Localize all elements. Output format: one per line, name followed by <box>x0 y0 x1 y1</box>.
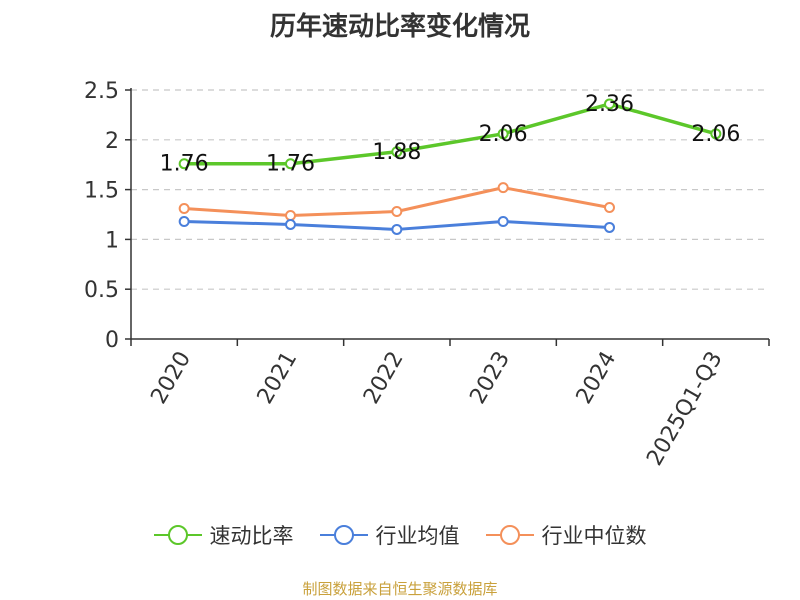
grid-lines <box>131 89 769 290</box>
x-tick-label: 2022 <box>359 347 409 408</box>
x-tick-label: 2021 <box>253 347 303 408</box>
legend-item[interactable]: 速动比率 <box>153 520 294 550</box>
x-tick-label: 2020 <box>146 347 196 408</box>
y-tick-label: 1 <box>105 228 119 253</box>
legend-label: 速动比率 <box>209 524 294 548</box>
data-point[interactable] <box>178 203 190 215</box>
data-point[interactable] <box>391 223 403 235</box>
y-tick-label: 2 <box>105 129 119 154</box>
x-tick-label: 2024 <box>572 347 622 408</box>
legend-label: 行业均值 <box>375 524 460 548</box>
data-point[interactable] <box>285 209 296 221</box>
data-labels: 1.76 1.76 1.88 2.06 2.36 2.06 <box>160 92 741 177</box>
chart-title: 历年速动比率变化情况 <box>269 12 530 42</box>
y-tick-label: 0 <box>105 328 119 353</box>
series-line <box>184 102 717 166</box>
data-point[interactable] <box>285 158 296 170</box>
x-tick-label: 2025Q1-Q3 <box>642 347 727 470</box>
data-label: 1.88 <box>372 140 421 165</box>
data-point[interactable] <box>178 215 190 227</box>
data-point[interactable] <box>710 128 722 140</box>
y-tick-label: 1.5 <box>84 179 119 204</box>
data-label: 1.76 <box>160 152 209 177</box>
data-label: 2.06 <box>691 122 740 147</box>
legend-item[interactable]: 行业均值 <box>319 520 460 550</box>
data-point[interactable] <box>604 221 615 233</box>
series-lines <box>178 98 722 235</box>
legend-marker-icon <box>485 523 534 547</box>
legend-marker-icon <box>153 523 202 547</box>
data-label: 2.36 <box>585 92 634 117</box>
data-point[interactable] <box>604 202 615 214</box>
data-point[interactable] <box>285 218 296 230</box>
data-point[interactable] <box>391 146 403 158</box>
data-point[interactable] <box>178 158 190 170</box>
y-tick-label: 0.5 <box>84 278 119 303</box>
data-point[interactable] <box>497 215 509 227</box>
data-point[interactable] <box>497 128 509 140</box>
axes: 0 0.5 1 1.5 2 2.5 2020 2021 2022 2023 2024 2025Q1-Q… <box>84 79 770 470</box>
data-point[interactable] <box>604 98 615 110</box>
source-note: 制图数据来自恒生聚源数据库 <box>302 580 498 598</box>
data-label: 2.06 <box>479 122 528 147</box>
legend-marker-icon <box>319 523 368 547</box>
y-tick-label: 2.5 <box>84 79 119 104</box>
x-tick-label: 2023 <box>465 347 515 408</box>
data-point[interactable] <box>497 182 509 194</box>
legend-item[interactable]: 行业中位数 <box>485 520 647 550</box>
legend-label: 行业中位数 <box>541 524 647 548</box>
legend: 速动比率 行业均值 行业中位数 <box>0 520 800 550</box>
data-point[interactable] <box>391 206 403 218</box>
data-label: 1.76 <box>266 152 315 177</box>
